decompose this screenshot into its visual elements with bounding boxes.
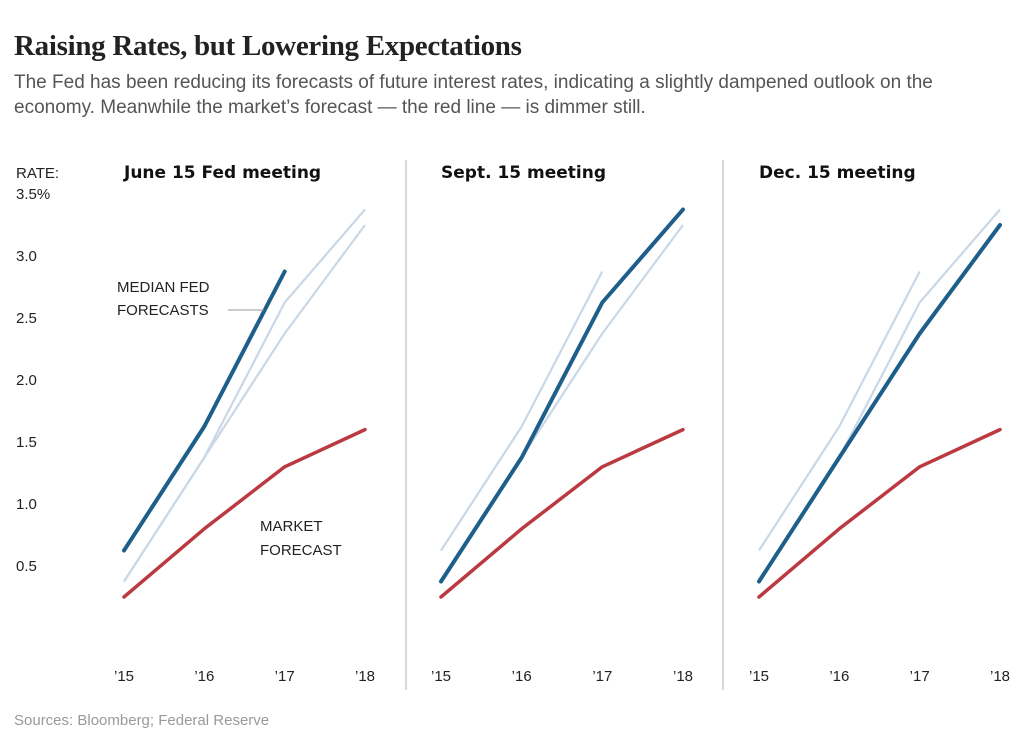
x-tick-label: ’18 — [990, 668, 1010, 685]
chart-panel: June 15 Fed meeting ’15 ’16 ’17 ’18 — [114, 163, 375, 685]
y-tick-label: 1.5 — [16, 434, 37, 451]
x-tick-label: ’16 — [194, 668, 214, 685]
previous-forecast-line — [758, 270, 921, 552]
x-tick-label: ’16 — [512, 668, 532, 685]
previous-forecast-line — [440, 270, 604, 552]
chart-panel: Dec. 15 meeting ’15 ’16 ’17 ’18 — [749, 163, 1010, 685]
x-tick-label: ’16 — [829, 668, 849, 685]
x-tick-label: ’18 — [673, 668, 693, 685]
panel-title: Dec. 15 meeting — [759, 163, 916, 183]
fed-forecast-label: MEDIAN FED — [117, 279, 210, 296]
x-tick-label: ’18 — [355, 668, 375, 685]
panel-title: June 15 Fed meeting — [123, 163, 321, 183]
previous-forecast-line — [123, 224, 366, 583]
chart-subtitle: The Fed has been reducing its forecasts … — [14, 72, 933, 118]
x-tick-label: ’17 — [592, 668, 612, 685]
y-tick-label: 2.0 — [16, 372, 37, 389]
market-forecast-line — [439, 427, 685, 599]
x-tick-label: ’17 — [910, 668, 930, 685]
x-tick-label: ’15 — [749, 668, 769, 685]
chart-annotations: MEDIAN FED FORECASTS MARKET FORECAST — [117, 279, 342, 559]
x-tick-label: ’17 — [275, 668, 295, 685]
y-tick-label: 3.5% — [16, 186, 50, 203]
x-tick-label: ’15 — [431, 668, 451, 685]
fed-forecast-line — [757, 223, 1002, 584]
market-forecast-label: MARKET — [260, 518, 323, 535]
market-forecast-line — [122, 427, 367, 599]
y-tick-label: 0.5 — [16, 558, 37, 575]
y-tick-label: 1.0 — [16, 496, 37, 513]
y-tick-label: 2.5 — [16, 310, 37, 327]
panel-title: Sept. 15 meeting — [441, 163, 606, 183]
market-forecast-label: FORECAST — [260, 542, 342, 559]
chart-panel: Sept. 15 meeting ’15 ’16 ’17 ’18 — [431, 163, 693, 685]
chart-title: Raising Rates, but Lowering Expectations — [14, 30, 522, 62]
y-axis: RATE: 3.5% 3.0 2.5 2.0 1.5 1.0 0.5 — [16, 165, 59, 575]
fed-forecast-line — [122, 269, 287, 553]
source-note: Sources: Bloomberg; Federal Reserve — [14, 712, 270, 729]
x-tick-label: ’15 — [114, 668, 134, 685]
y-tick-label: 3.0 — [16, 248, 37, 265]
market-forecast-line — [757, 427, 1002, 599]
panel-separators — [405, 160, 724, 690]
fed-forecast-label: FORECASTS — [117, 302, 209, 319]
fed-forecast-line — [439, 207, 685, 584]
y-axis-label: RATE: — [16, 165, 59, 182]
